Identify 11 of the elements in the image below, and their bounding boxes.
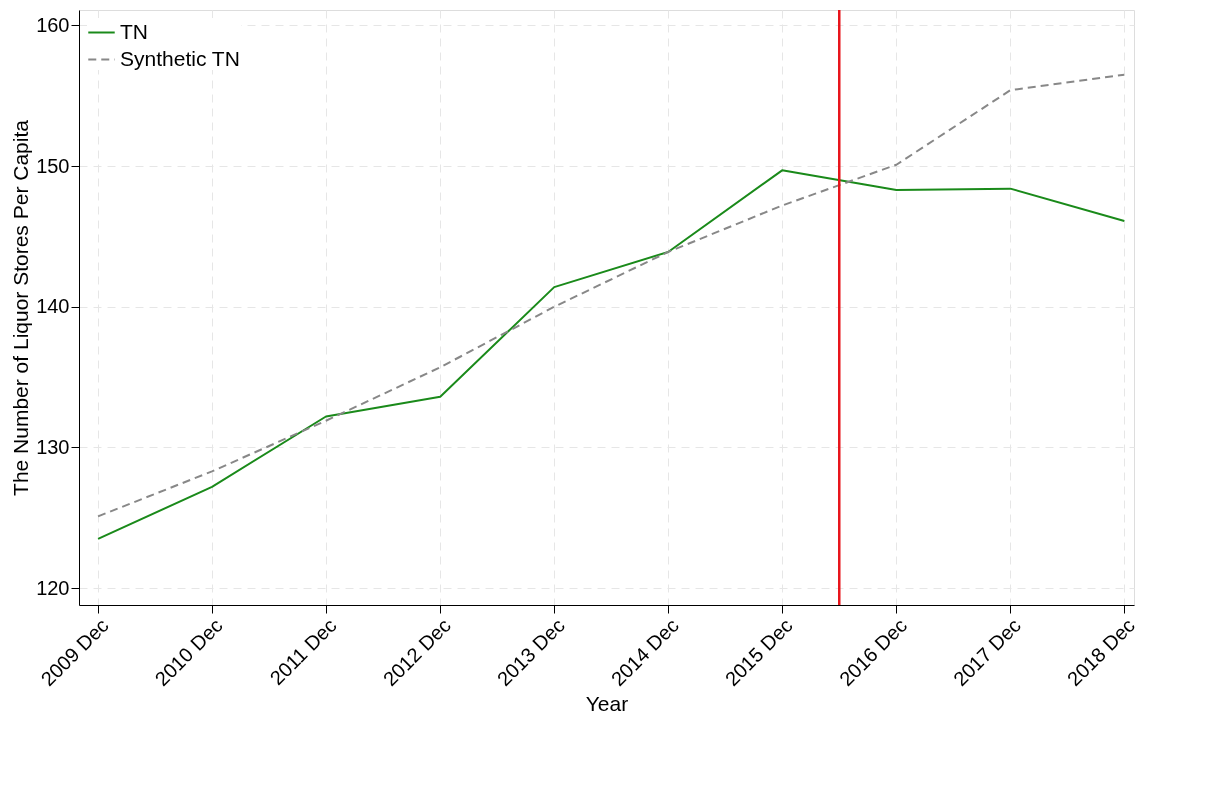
x-axis-title: Year xyxy=(585,692,629,716)
line-series xyxy=(97,73,1126,518)
line-series xyxy=(97,169,1126,540)
legend-label: Synthetic TN xyxy=(120,46,240,70)
y-axis-title: The Number of Liquor Stores Per Capita xyxy=(9,119,33,496)
y-tick-label: 150 xyxy=(36,154,70,177)
y-tick-label: 140 xyxy=(36,295,70,318)
legend-label: TN xyxy=(120,19,148,43)
y-tick-label: 120 xyxy=(36,576,70,599)
y-tick-label: 130 xyxy=(36,435,70,458)
y-tick-label: 160 xyxy=(36,13,70,36)
